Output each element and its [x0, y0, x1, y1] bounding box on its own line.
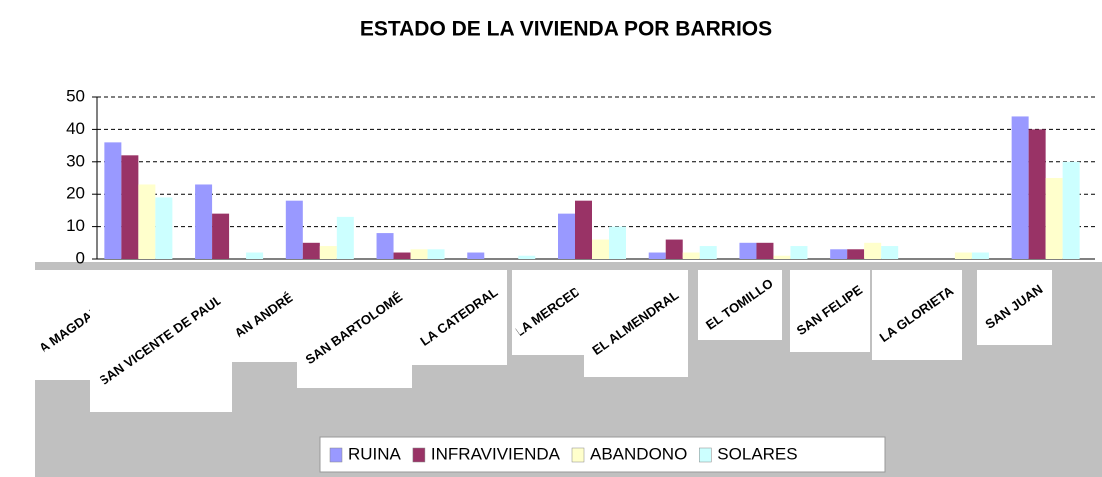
label-box — [872, 270, 962, 360]
label-box — [698, 270, 782, 340]
bar — [575, 200, 592, 259]
y-tick-label: 30 — [66, 151, 85, 170]
y-tick-label: 10 — [66, 216, 85, 235]
bar — [319, 246, 337, 259]
bar — [592, 239, 609, 259]
bar — [467, 252, 485, 259]
bar — [1045, 178, 1063, 259]
legend-swatch — [699, 447, 712, 463]
bar — [155, 197, 173, 259]
bar — [665, 239, 683, 259]
legend-swatch — [412, 447, 426, 463]
label-box — [232, 270, 297, 362]
bar — [376, 233, 394, 259]
bar — [609, 226, 626, 259]
bar — [336, 216, 354, 259]
bar — [756, 242, 774, 259]
label-box — [977, 270, 1052, 345]
bar — [195, 184, 213, 259]
label-box — [412, 270, 507, 365]
bar — [739, 242, 757, 259]
bar — [1028, 129, 1046, 259]
bar — [773, 255, 791, 259]
bar — [558, 213, 575, 259]
label-box — [90, 270, 232, 412]
chart-title: ESTADO DE LA VIVIENDA POR BARRIOS — [360, 18, 772, 41]
bar — [790, 246, 808, 259]
bar — [1062, 161, 1080, 259]
y-tick-label: 20 — [66, 184, 85, 203]
bar — [830, 249, 848, 259]
y-tick-label: 40 — [66, 119, 85, 138]
bar — [881, 246, 899, 259]
bar — [699, 246, 717, 259]
bar — [285, 200, 303, 259]
bar — [971, 252, 989, 259]
label-box — [790, 270, 870, 352]
bar — [393, 252, 411, 259]
bar — [138, 184, 156, 259]
bar — [1011, 116, 1029, 259]
label-box — [584, 270, 688, 377]
bar — [954, 252, 972, 259]
bar — [847, 249, 865, 259]
bar — [682, 252, 700, 259]
bar — [427, 249, 445, 259]
bar — [104, 142, 122, 259]
y-tick-label: 0 — [76, 248, 85, 267]
bar — [212, 213, 230, 259]
y-tick-label: 50 — [66, 86, 85, 105]
bar — [864, 242, 882, 259]
bar — [648, 252, 666, 259]
bar — [246, 252, 264, 259]
label-box — [297, 270, 412, 388]
bar — [302, 242, 320, 259]
label-box — [512, 270, 584, 355]
legend-label: RUINA — [348, 444, 402, 463]
bar — [121, 155, 139, 259]
legend-label: SOLARES — [717, 444, 797, 463]
bar — [518, 255, 536, 259]
bar — [410, 249, 428, 259]
legend-swatch — [329, 447, 343, 463]
legend-label: INFRAVIVIENDA — [431, 444, 561, 463]
legend-label: ABANDONO — [590, 444, 687, 463]
legend-swatch — [571, 447, 585, 463]
